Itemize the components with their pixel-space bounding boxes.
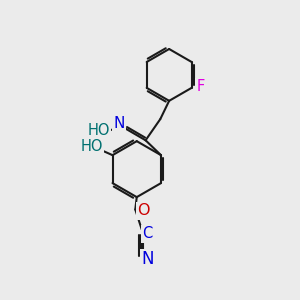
Text: C: C — [142, 226, 152, 242]
Text: F: F — [196, 79, 205, 94]
Text: HO: HO — [81, 140, 103, 154]
Text: O: O — [137, 203, 150, 218]
Text: N: N — [113, 116, 125, 131]
Text: N: N — [141, 250, 154, 268]
Text: HO: HO — [88, 123, 110, 138]
